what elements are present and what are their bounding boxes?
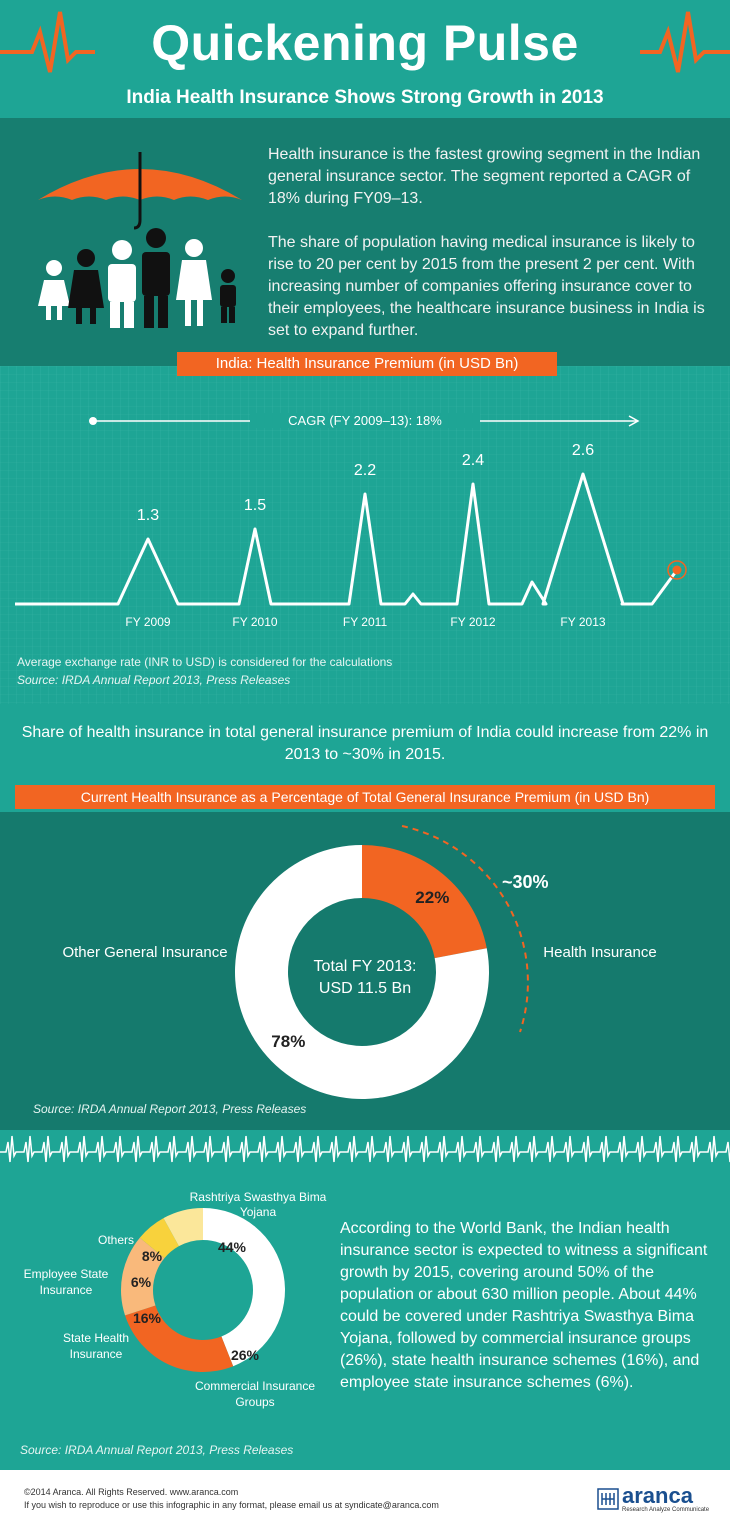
aranca-brand: aranca <box>622 1483 693 1508</box>
exchange-rate-note: Average exchange rate (INR to USD) is co… <box>17 655 393 669</box>
aranca-tagline: Research Analyze Communicate <box>622 1507 710 1513</box>
share-text: Share of health insurance in total gener… <box>21 724 709 763</box>
page-subtitle: India Health Insurance Shows Strong Grow… <box>126 87 604 108</box>
premium-year-label: FY 2012 <box>450 615 496 629</box>
coverage-slice-3 <box>139 1218 179 1259</box>
share-donut-chart <box>235 825 529 1099</box>
premium-year-label: FY 2013 <box>560 615 606 629</box>
coverage-slice-value: 6% <box>130 1274 152 1290</box>
premium-year-label: FY 2011 <box>342 615 388 629</box>
coverage-slice-value: 44% <box>217 1239 247 1255</box>
projection-arc <box>401 825 529 1033</box>
donut-center-label: Total FY 2013: USD 11.5 Bn <box>313 958 417 997</box>
umbrella-family-icon <box>38 152 242 328</box>
share-slice-value: 22% <box>415 887 450 907</box>
intro-paragraph-1: Health insurance is the fastest growing … <box>268 146 701 207</box>
coverage-slice-value: 8% <box>141 1248 163 1264</box>
aranca-logo-icon <box>597 1488 619 1510</box>
coverage-source: Source: IRDA Annual Report 2013, Press R… <box>20 1443 294 1457</box>
header <box>0 0 730 118</box>
footer <box>0 1470 730 1521</box>
others-label: Others <box>97 1233 134 1247</box>
reproduce-text: If you wish to reproduce or use this inf… <box>24 1500 439 1510</box>
coverage-slice-value: 16% <box>132 1310 162 1326</box>
pulse-end-dot <box>672 565 682 575</box>
health-insurance-label: Health Insurance <box>543 944 657 961</box>
premium-value-label: 2.4 <box>461 452 485 469</box>
premium-pulse-line <box>15 472 679 606</box>
premium-year-label: FY 2009 <box>125 615 171 629</box>
coverage-donut-chart <box>121 1208 286 1372</box>
page-title: Quickening Pulse <box>151 15 579 71</box>
premium-value-label: 1.5 <box>243 497 267 514</box>
share-slice-value: 78% <box>271 1031 306 1051</box>
premium-value-label: 2.6 <box>571 442 595 459</box>
heartbeat-divider <box>0 1135 730 1163</box>
share-slice-1 <box>235 845 489 1099</box>
cagr-arrow-start <box>89 417 97 425</box>
premium-value-label: 2.2 <box>353 462 377 479</box>
projection-label: ~30% <box>502 872 549 892</box>
other-insurance-label: Other General Insurance <box>62 944 228 961</box>
cagr-label: CAGR (FY 2009–13): 18% <box>250 413 480 428</box>
premium-source: Source: IRDA Annual Report 2013, Press R… <box>17 673 291 687</box>
share-source: Source: IRDA Annual Report 2013, Press R… <box>33 1102 307 1116</box>
state-label: State Health Insurance <box>62 1331 130 1361</box>
rsby-label: Rashtriya Swasthya Bima Yojana <box>189 1190 327 1219</box>
coverage-slice-2 <box>121 1237 165 1316</box>
esi-label: Employee State Insurance <box>23 1267 109 1297</box>
premium-value-label: 1.3 <box>136 507 160 524</box>
pulse-end-ring <box>667 560 687 580</box>
share-slice-0 <box>362 845 487 959</box>
share-chart-banner: Current Health Insurance as a Percentage… <box>15 785 715 809</box>
copyright-text: ©2014 Aranca. All Rights Reserved. www.a… <box>24 1487 239 1497</box>
premium-pulse-chart <box>15 415 687 606</box>
coverage-paragraph: According to the World Bank, the Indian … <box>340 1220 708 1391</box>
premium-year-label: FY 2010 <box>232 615 278 629</box>
premium-chart-banner: India: Health Insurance Premium (in USD … <box>177 352 557 376</box>
cagr-arrow-head <box>628 415 640 427</box>
commercial-label: Commercial Insurance Groups <box>194 1379 316 1409</box>
coverage-slice-value: 26% <box>230 1347 260 1363</box>
coverage-slice-4 <box>163 1208 203 1247</box>
intro-paragraph-2: The share of population having medical i… <box>268 234 705 339</box>
coverage-slice-0 <box>203 1208 286 1367</box>
pulse-line-decoration <box>0 11 730 73</box>
coverage-slice-1 <box>125 1305 234 1372</box>
